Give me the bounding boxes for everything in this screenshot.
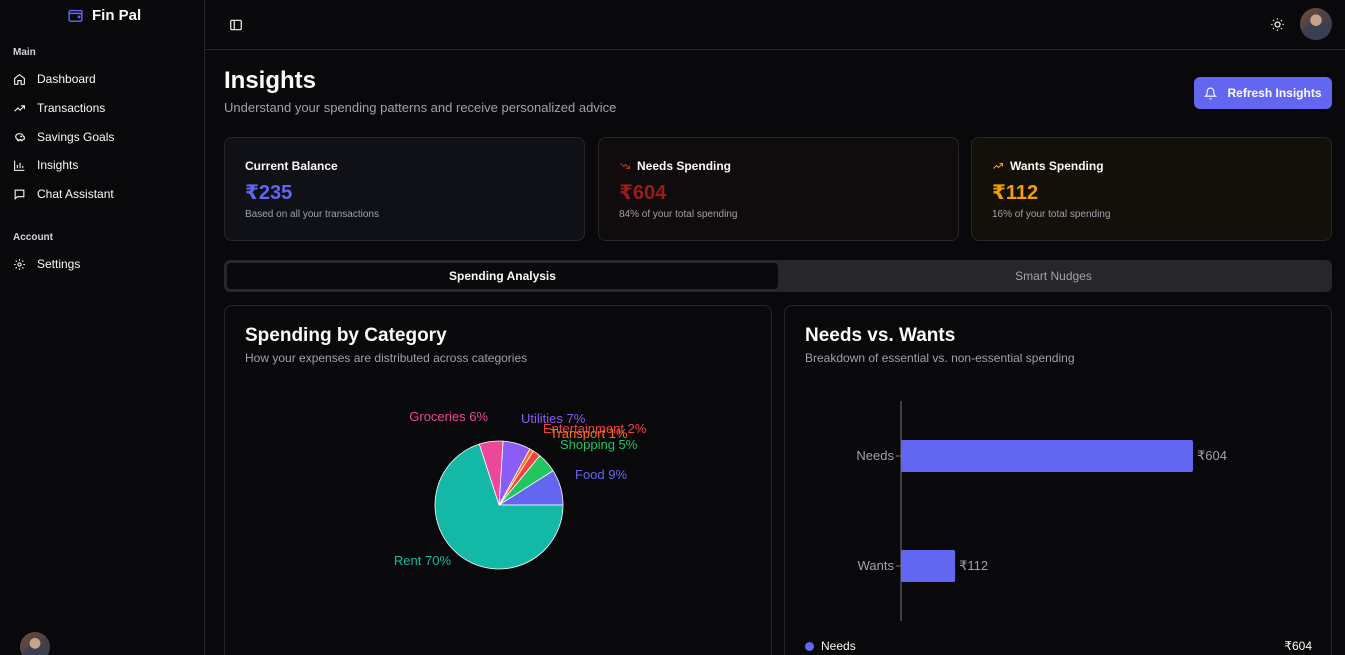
tab-smart-nudges[interactable]: Smart Nudges — [1015, 269, 1092, 283]
gear-icon — [14, 258, 25, 270]
pie-label-groceries: Groceries 6% — [409, 409, 488, 424]
pie-slice-rent[interactable] — [434, 443, 564, 570]
category-pie-chart: Food 9% Shopping 5%Entertainment 2%Transp… — [394, 409, 647, 570]
pie-label-utilities: Utilities 7% — [521, 411, 586, 426]
stat-title: Current Balance — [245, 159, 338, 173]
y-tick-label-wants: Wants — [858, 558, 895, 573]
refresh-insights-label: Refresh Insights — [1227, 86, 1322, 100]
sidebar-item-label: Settings — [37, 257, 81, 271]
card-subtitle: Breakdown of essential vs. non-essential… — [805, 351, 1075, 365]
sidebar: Fin Pal Main Dashboard Transactions Savi… — [0, 0, 205, 655]
sidebar-item-label: Transactions — [37, 101, 106, 115]
bar-value-label-needs: ₹604 — [1197, 448, 1227, 463]
group-label-account: Account — [13, 232, 53, 243]
pie-label-entertainment: Entertainment 2% — [543, 421, 647, 436]
pie-label-rent: Rent 70% — [394, 553, 452, 568]
topbar — [205, 0, 1345, 50]
sidebar-item-settings[interactable]: Settings — [13, 255, 80, 273]
bar-value-label-wants: ₹112 — [959, 558, 988, 573]
trending-down-icon — [620, 163, 631, 170]
bar-needs[interactable] — [901, 440, 1193, 472]
stat-value: ₹235 — [245, 182, 293, 204]
stat-title: Wants Spending — [992, 159, 1104, 173]
trending-up-icon — [14, 104, 25, 112]
user-avatar[interactable] — [1300, 8, 1332, 40]
current-balance-card: Current Balance ₹235 Based on all your t… — [224, 137, 585, 241]
bar-wants[interactable] — [901, 550, 956, 582]
sidebar-item-label: Savings Goals — [37, 130, 115, 144]
tab-list: Spending Analysis Smart Nudges — [224, 260, 1332, 292]
panel-left-icon[interactable] — [229, 18, 243, 32]
sidebar-item-insights[interactable]: Insights — [13, 156, 78, 174]
pie-label-shopping: Shopping 5% — [560, 437, 638, 452]
refresh-insights-button[interactable]: Refresh Insights — [1194, 77, 1332, 109]
stat-value: ₹112 — [992, 182, 1039, 204]
sidebar-user-avatar[interactable] — [20, 632, 50, 655]
sun-icon[interactable] — [1270, 17, 1285, 32]
tab-spending-analysis[interactable]: Spending Analysis — [227, 263, 778, 289]
bar-chart-icon — [14, 160, 25, 171]
pie-label-transport: Transport 1% — [550, 426, 628, 441]
needs-wants-bar-chart: Needs ₹604 Wants ₹112 — [856, 401, 1227, 621]
brand-name: Fin Pal — [92, 7, 142, 24]
legend-dot — [805, 641, 814, 651]
bell-icon — [1204, 87, 1218, 99]
page-title: Insights — [224, 67, 317, 94]
page-subtitle: Understand your spending patterns and re… — [224, 100, 617, 115]
wallet-icon — [68, 9, 83, 22]
stat-title: Needs Spending — [619, 159, 731, 173]
sidebar-item-savings-goals[interactable]: Savings Goals — [13, 128, 114, 146]
sidebar-item-label: Insights — [37, 158, 79, 172]
sidebar-item-label: Chat Assistant — [37, 187, 114, 201]
legend-value: ₹604 — [1284, 639, 1312, 653]
stat-value: ₹604 — [619, 182, 667, 204]
legend-row-needs: Needs ₹604 — [805, 639, 1312, 653]
message-square-icon — [14, 189, 25, 200]
sidebar-item-label: Dashboard — [37, 72, 96, 86]
sidebar-item-transactions[interactable]: Transactions — [13, 99, 105, 117]
sidebar-item-chat-assistant[interactable]: Chat Assistant — [13, 185, 114, 203]
stat-note: Based on all your transactions — [245, 209, 379, 220]
pie-label-food: Food 9% — [575, 467, 627, 482]
home-icon — [14, 73, 25, 85]
legend-label: Needs — [821, 639, 856, 653]
piggy-bank-icon — [15, 132, 25, 141]
card-subtitle: How your expenses are distributed across… — [245, 351, 528, 365]
needs-vs-wants-card: Needs vs. Wants Breakdown of essential v… — [784, 305, 1332, 655]
y-tick-label-needs: Needs — [856, 448, 894, 463]
stat-note: 16% of your total spending — [992, 209, 1111, 220]
group-label-main: Main — [13, 47, 36, 58]
sidebar-item-dashboard[interactable]: Dashboard — [13, 70, 96, 88]
brand[interactable]: Fin Pal — [67, 7, 141, 24]
card-title: Needs vs. Wants — [805, 325, 956, 346]
stat-note: 84% of your total spending — [619, 209, 738, 220]
needs-spending-card: Needs Spending ₹604 84% of your total sp… — [598, 137, 959, 241]
trending-up-icon — [993, 162, 1004, 169]
spending-by-category-card: Spending by Category How your expenses a… — [224, 305, 772, 655]
wants-spending-card: Wants Spending ₹112 16% of your total sp… — [971, 137, 1332, 241]
card-title: Spending by Category — [245, 325, 447, 346]
